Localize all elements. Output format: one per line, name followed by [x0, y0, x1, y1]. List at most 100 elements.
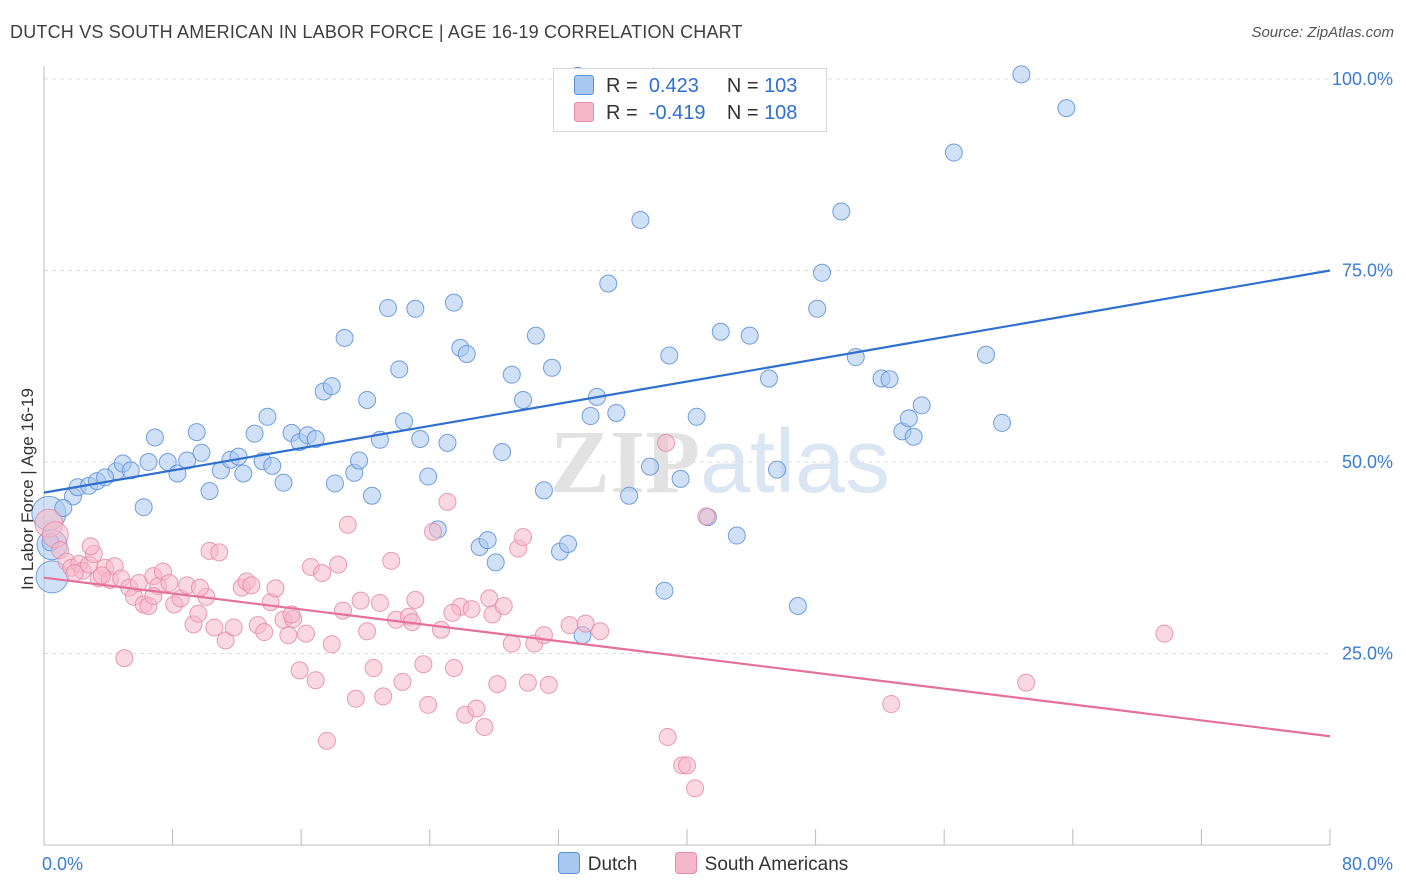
legend-item-dutch: Dutch [557, 852, 638, 876]
south-americans-point [333, 601, 352, 620]
south-americans-point [65, 564, 84, 583]
dutch-point [759, 369, 778, 388]
south-americans-point [81, 537, 100, 556]
south-americans-point [462, 600, 481, 619]
south-americans-point [576, 614, 595, 633]
legend-row-south-americans: R = -0.419 N = 108 [574, 102, 797, 125]
dutch-point [139, 453, 158, 471]
south-americans-point [210, 543, 229, 562]
dutch-point [1012, 65, 1031, 84]
x-tick-label: 0.0% [42, 854, 83, 874]
south-americans-point [160, 574, 179, 593]
south-americans-point [290, 661, 309, 680]
south-americans-point [678, 756, 696, 775]
dutch-point [832, 202, 851, 221]
south-americans-point [322, 635, 341, 654]
r-value: 0.423 [648, 75, 699, 97]
dutch-point [912, 396, 931, 415]
chart-title: DUTCH VS SOUTH AMERICAN IN LABOR FORCE |… [10, 22, 743, 42]
dutch-point [808, 299, 827, 318]
y-tick-label: 25.0% [1342, 644, 1393, 664]
legend-label-dutch: Dutch [587, 854, 638, 875]
dutch-point [493, 443, 512, 462]
dutch-point [200, 482, 219, 501]
dutch-point [502, 365, 521, 384]
dutch-point [687, 407, 706, 426]
south-americans-point [92, 566, 111, 585]
x-tick-label: 80.0% [1342, 854, 1393, 874]
south-americans-point [393, 672, 412, 691]
dutch-point [444, 293, 463, 312]
dutch-legend-swatch [557, 852, 580, 874]
r-value: -0.419 [648, 102, 706, 124]
dutch-point [306, 430, 325, 449]
dutch-point [192, 443, 211, 462]
south-americans-point [438, 492, 457, 511]
south-americans-point [329, 555, 348, 574]
dutch-point [229, 447, 248, 466]
dutch-point [768, 460, 787, 479]
dutch-point [358, 390, 377, 409]
south-americans-trendline [43, 576, 1331, 738]
dutch-point [607, 403, 626, 422]
dutch-point [534, 481, 553, 500]
south-americans-point [494, 597, 513, 616]
dutch-point [486, 553, 505, 572]
dutch-point [322, 377, 341, 396]
south-americans-point [414, 655, 433, 674]
dutch-point [134, 498, 153, 517]
south-americans-point [657, 433, 676, 452]
dutch-point [655, 581, 674, 600]
south-americans-point [189, 604, 208, 623]
south-americans-point [382, 551, 401, 570]
south-americans-point [266, 579, 285, 598]
south-americans-point [115, 649, 134, 668]
south-americans-point [518, 673, 537, 692]
south-americans-point [129, 574, 148, 593]
dutch-point [526, 326, 545, 345]
south-americans-point [216, 631, 235, 650]
south-americans-point [370, 593, 389, 612]
dutch-point [234, 464, 253, 483]
south-americans-point [697, 507, 716, 526]
south-americans-point [282, 605, 301, 624]
south-americans-point [358, 622, 377, 641]
south-americans-point [444, 659, 463, 678]
dutch-point [395, 412, 414, 431]
south-americans-point [1017, 673, 1036, 692]
dutch-point [660, 346, 679, 365]
south-americans-point [432, 620, 451, 639]
dutch-point [813, 263, 832, 282]
south-americans-point [406, 590, 425, 609]
dutch-point [788, 597, 807, 616]
dutch-point [1057, 99, 1076, 118]
series-legend: Dutch South Americans [0, 852, 1406, 876]
dutch-point [438, 433, 457, 452]
dutch-point [559, 534, 578, 553]
dutch-point [145, 428, 164, 447]
dutch-point [599, 274, 618, 293]
dutch-point [641, 457, 660, 476]
south-americans-point [560, 616, 579, 635]
south-americans-point [306, 671, 325, 690]
south-americans-point [488, 675, 507, 694]
dutch-point [514, 390, 533, 409]
y-tick-label: 75.0% [1342, 261, 1393, 281]
dutch-point [245, 424, 264, 443]
south-americans-point [279, 626, 298, 645]
dutch-point [542, 358, 561, 377]
n-label: N = [726, 75, 759, 97]
dutch-point [631, 210, 650, 229]
south-americans-point [443, 603, 462, 622]
dutch-point [976, 345, 995, 364]
legend-row-dutch: R = 0.423 N = 103 [574, 75, 797, 98]
dutch-point [335, 328, 354, 347]
south-americans-point [419, 695, 438, 714]
n-value: 103 [764, 75, 798, 97]
dutch-point [325, 474, 344, 493]
south-americans-point [242, 576, 261, 595]
dutch-point [187, 423, 206, 442]
south-americans-legend-swatch [674, 852, 697, 874]
r-label: R = [606, 75, 638, 97]
